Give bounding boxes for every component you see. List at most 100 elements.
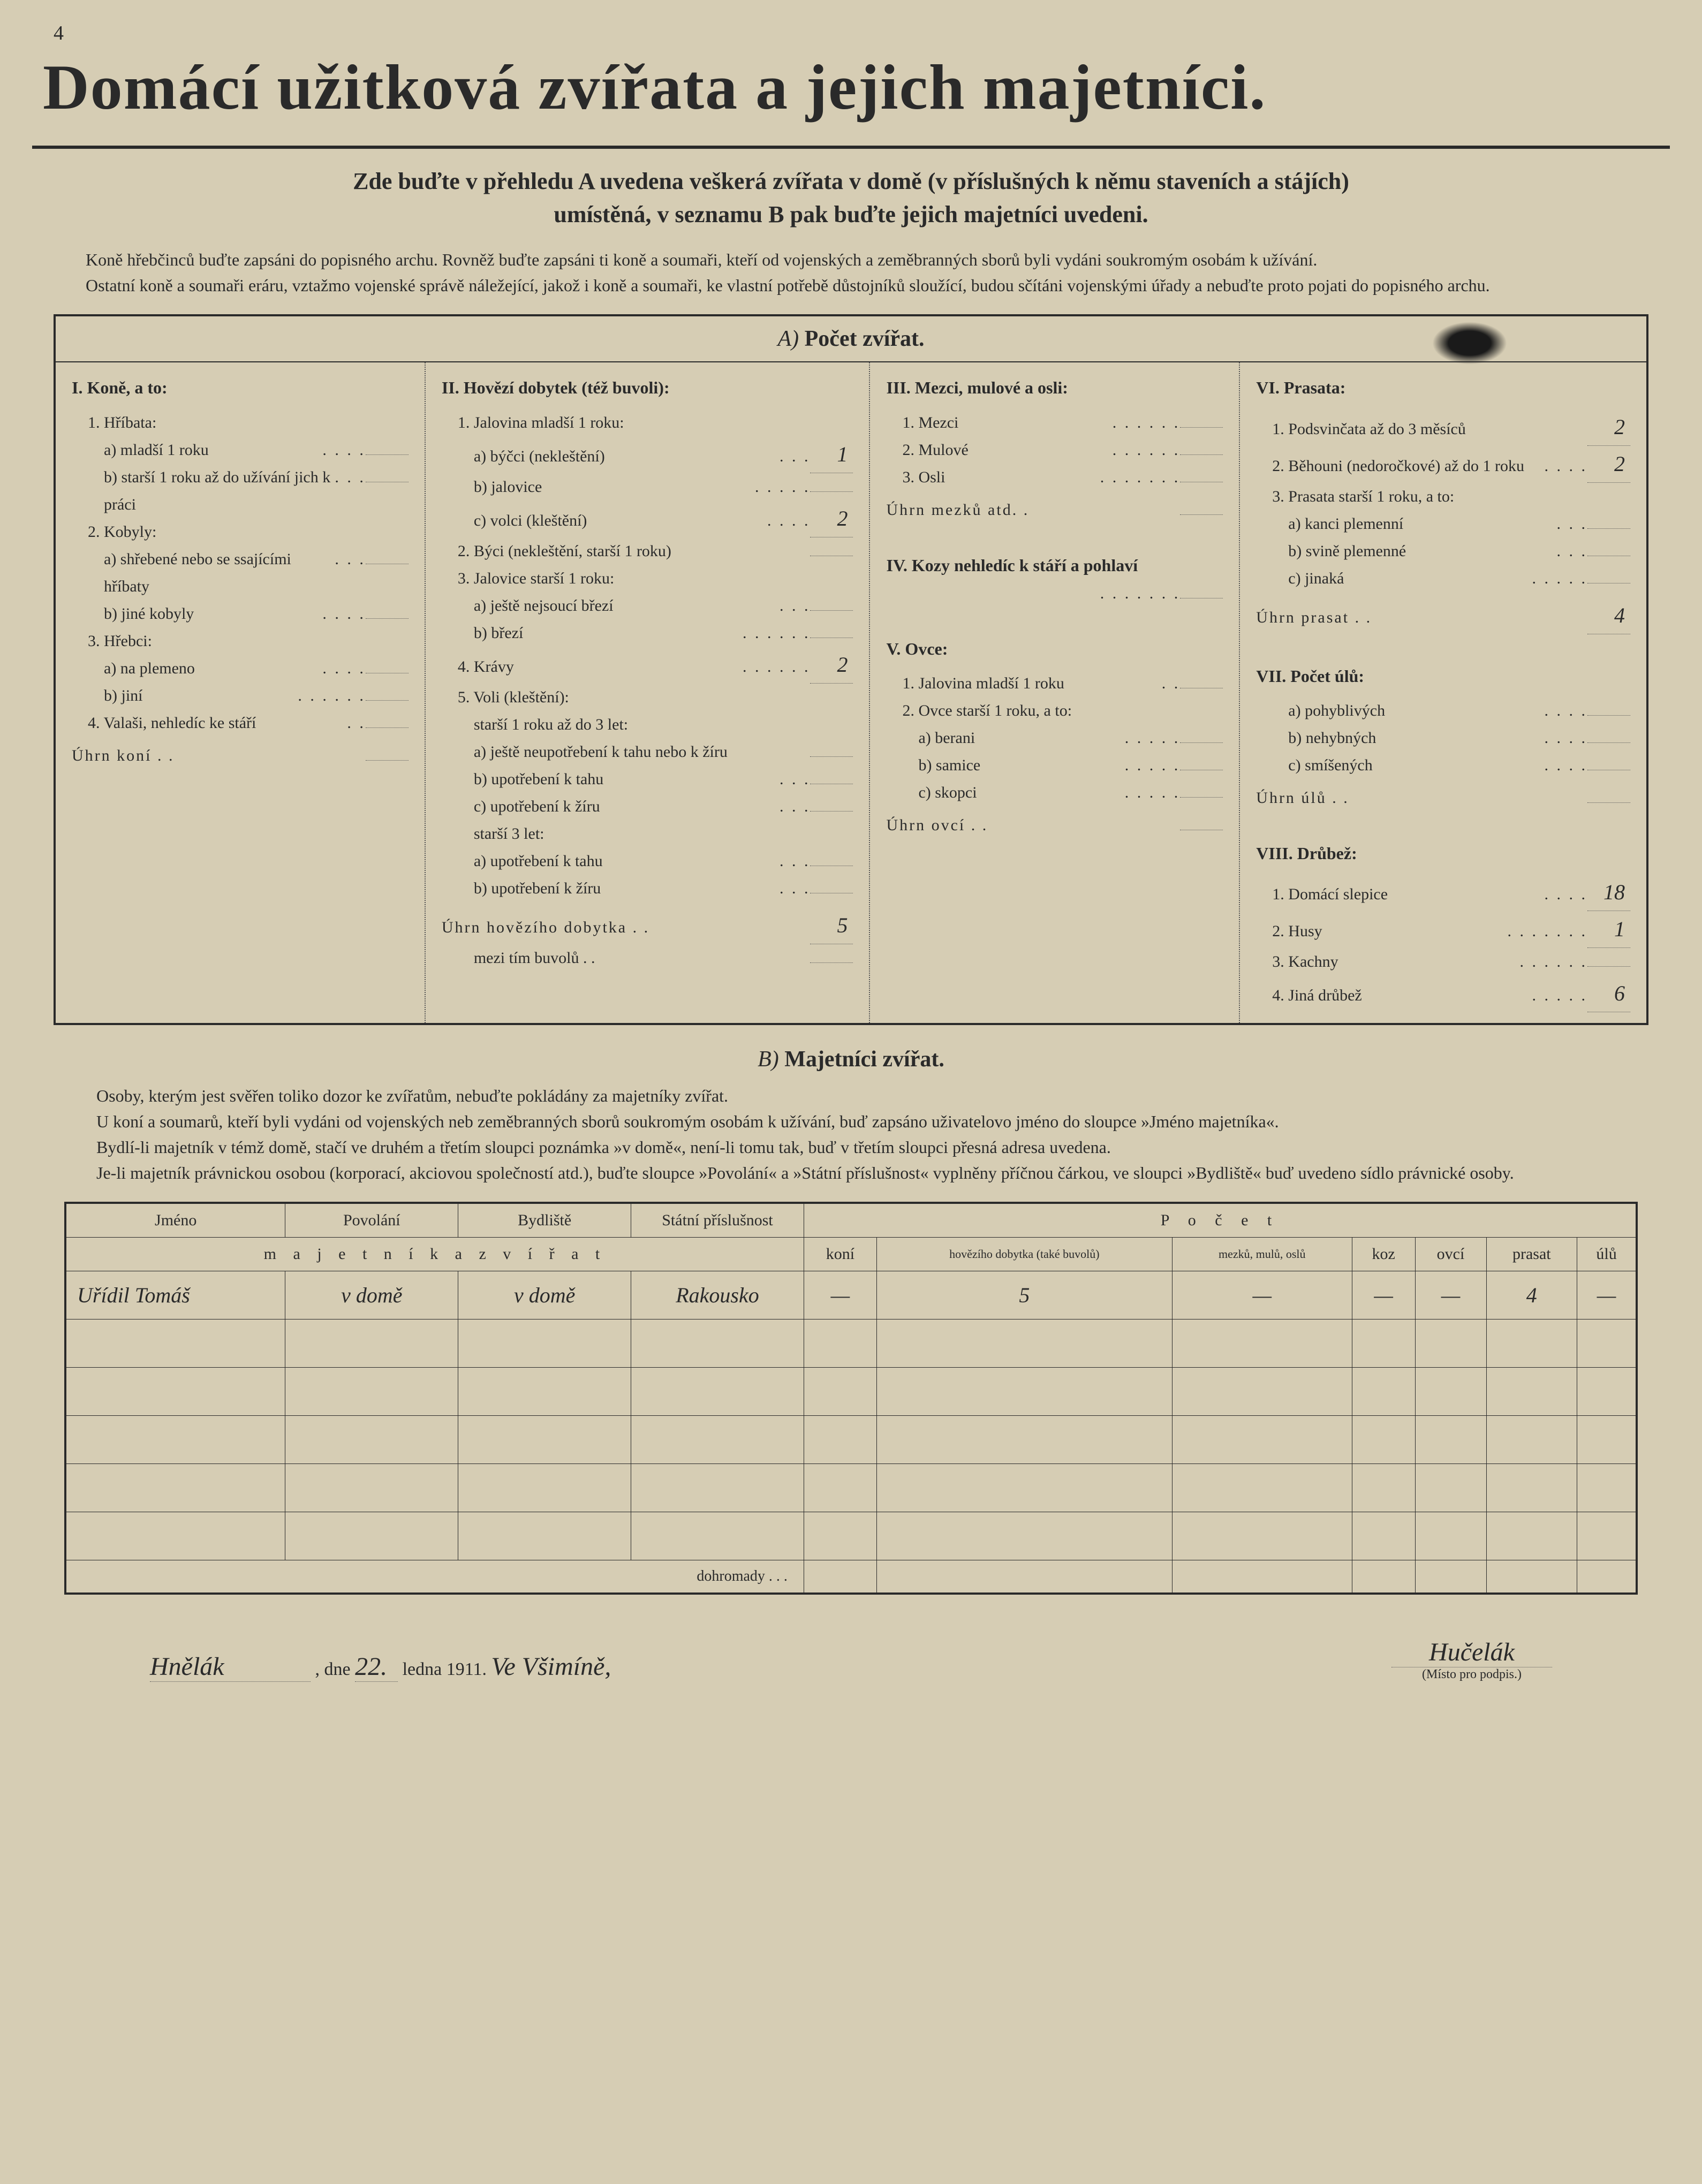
c3-i5-2c: c) skopci: [918, 779, 1124, 806]
th-prasat: prasat: [1486, 1238, 1577, 1271]
col-3: III. Mezci, mulové a osli: 1. Mezci. . .…: [870, 362, 1240, 1023]
c2-i1a-v: 1: [810, 436, 853, 473]
c4-h7: VII. Počet úlů:: [1256, 662, 1630, 691]
c4-i7b-v: [1587, 742, 1630, 743]
c3-i3: 3. Osli: [902, 464, 1100, 491]
section-b-label: B): [758, 1047, 779, 1072]
c1-i2a: a) shřebené nebo se ssajícími hříbaty: [104, 545, 335, 600]
r1-prasat: 4: [1486, 1271, 1577, 1320]
main-title: Domácí užitková zvířata a jejich majetní…: [32, 50, 1670, 124]
table-row: [65, 1464, 1637, 1512]
c4-h: VI. Prasata:: [1256, 373, 1630, 402]
c2-h: II. Hovězí dobytek (též buvoli):: [442, 373, 853, 402]
c2-total-v: 5: [810, 907, 853, 944]
c2-i5t: starší 1 roku až do 3 let:: [474, 711, 853, 738]
footer-left: Hnělák , dne 22. ledna 1911. Ve Všimíně,: [150, 1652, 652, 1682]
th-hov: hovězího dobytka (také buvolů): [877, 1238, 1173, 1271]
c3-i5-2: 2. Ovce starší 1 roku, a to:: [902, 697, 1223, 724]
c1-i3b: b) jiní: [104, 682, 298, 709]
c1-i1b: b) starší 1 roku až do užívání jich k pr…: [104, 464, 335, 518]
footer-sig-left: Hnělák: [150, 1652, 311, 1682]
columns: I. Koně, a to: 1. Hříbata: a) mladší 1 r…: [56, 362, 1646, 1023]
th-ulu: úlů: [1577, 1238, 1637, 1271]
section-b-text: Majetníci zvířat.: [784, 1047, 944, 1072]
c3-i5-2b: b) samice: [918, 752, 1124, 779]
b-p1: Osoby, kterým jest svěřen toliko dozor k…: [64, 1083, 1638, 1109]
c2-i1: 1. Jalovina mladší 1 roku:: [458, 409, 853, 436]
owners-table: Jméno Povolání Bydliště Státní příslušno…: [64, 1202, 1638, 1595]
table-row: [65, 1368, 1637, 1416]
c4-i8-3-v: [1587, 966, 1630, 967]
footer: Hnělák , dne 22. ledna 1911. Ve Všimíně,…: [32, 1595, 1670, 1682]
subtitle-l2: umístěná, v seznamu B pak buďte jejich m…: [554, 201, 1148, 228]
r1-mez: —: [1172, 1271, 1352, 1320]
c3-i5-2a: a) berani: [918, 724, 1124, 752]
c4-total7-v: [1587, 802, 1630, 803]
th-mez: mezků, mulů, oslů: [1172, 1238, 1352, 1271]
c4-i3b: b) svině plemenné: [1288, 537, 1556, 565]
section-a-box: A) Počet zvířat. I. Koně, a to: 1. Hříba…: [54, 314, 1648, 1025]
c3-h5: V. Ovce:: [886, 634, 1223, 663]
c2-i2: 2. Býci (nekleštění, starší 1 roku): [458, 537, 811, 565]
c2-i1c: c) volci (kleštění): [474, 507, 767, 534]
th-statni: Státní příslušnost: [631, 1203, 804, 1238]
c1-i4: 4. Valaši, nehledíc ke stáří: [88, 709, 347, 737]
page-number: 4: [54, 21, 1670, 45]
c1-total: Úhrn koní . .: [72, 742, 366, 769]
th-jmeno: Jméno: [65, 1203, 285, 1238]
c2-sub-v: [810, 962, 853, 963]
c4-i3c: c) jinaká: [1288, 565, 1532, 592]
c4-i8-3: 3. Kachny: [1272, 948, 1519, 975]
c2-i1a: a) býčci (nekleštění): [474, 443, 780, 470]
c2-i4-v: 2: [810, 647, 853, 684]
table-row: [65, 1512, 1637, 1560]
c4-total6: Úhrn prasat . .: [1256, 604, 1587, 631]
c1-i4-v: [366, 727, 409, 728]
c3-h4: IV. Kozy nehledíc k stáří a pohlaví: [886, 556, 1138, 575]
table-row: [65, 1416, 1637, 1464]
c1-i3a: a) na plemeno: [104, 655, 322, 682]
c4-i2-v: 2: [1587, 446, 1630, 483]
r1-hov: 5: [877, 1271, 1173, 1320]
c4-i8-1-v: 18: [1587, 874, 1630, 911]
table-sum-row: dohromady . . .: [65, 1560, 1637, 1594]
c4-h8: VIII. Drůbež:: [1256, 839, 1630, 868]
c2-i3a-v: [810, 610, 853, 611]
c3-total5: Úhrn ovcí . .: [886, 812, 1180, 839]
c1-i1a-v: [366, 454, 409, 455]
b-p3: Bydlí-li majetník v témž domě, stačí ve …: [64, 1134, 1638, 1160]
c2-i1b: b) jalovice: [474, 473, 755, 500]
c4-i1-v: 2: [1587, 409, 1630, 446]
c1-i2b-v: [366, 618, 409, 619]
th-majetnika: m a j e t n í k a z v í ř a t: [65, 1238, 804, 1271]
table-row: Uřídil Tomáš v domě v domě Rakousko — 5 …: [65, 1271, 1637, 1320]
c1-i1a: a) mladší 1 roku: [104, 436, 322, 464]
footer-place: Ve Všimíně,: [491, 1652, 652, 1681]
col-4: VI. Prasata: 1. Podsvinčata až do 3 měsí…: [1240, 362, 1646, 1023]
intro-text: Koně hřebčinců buďte zapsáni do popisnéh…: [32, 247, 1670, 298]
section-a-label: A): [777, 327, 799, 351]
b-p4: Je-li majetník právnickou osobou (korpor…: [64, 1160, 1638, 1186]
c1-i1: 1. Hříbata:: [88, 409, 409, 436]
c4-total7: Úhrn úlů . .: [1256, 784, 1587, 812]
c2-i5c: c) upotřebení k žíru: [474, 793, 780, 820]
sum-label: dohromady . . .: [65, 1560, 804, 1594]
title-rule: [32, 146, 1670, 149]
footer-dne: , dne: [315, 1659, 351, 1679]
c1-i2: 2. Kobyly:: [88, 518, 409, 545]
intro-p2: Ostatní koně a soumaři eráru, vztažmo vo…: [54, 272, 1648, 298]
c3-i5-1: 1. Jalovina mladší 1 roku: [902, 670, 1161, 697]
c2-i5a-v: [810, 756, 853, 757]
r1-ovci: —: [1415, 1271, 1486, 1320]
c2-i5c-v: [810, 811, 853, 812]
subtitle-l1: Zde buďte v přehledu A uvedena veškerá z…: [353, 168, 1349, 194]
ink-blot: [1432, 322, 1507, 365]
th-koni: koní: [804, 1238, 876, 1271]
c1-i3b-v: [366, 700, 409, 701]
c4-i3a: a) kanci plemenní: [1288, 510, 1556, 537]
subtitle: Zde buďte v přehledu A uvedena veškerá z…: [32, 165, 1670, 231]
c4-i3a-v: [1587, 528, 1630, 529]
section-a-title: A) Počet zvířat.: [56, 316, 1646, 362]
c2-i3b: b) březí: [474, 619, 743, 647]
section-a-text: Počet zvířat.: [805, 327, 925, 351]
